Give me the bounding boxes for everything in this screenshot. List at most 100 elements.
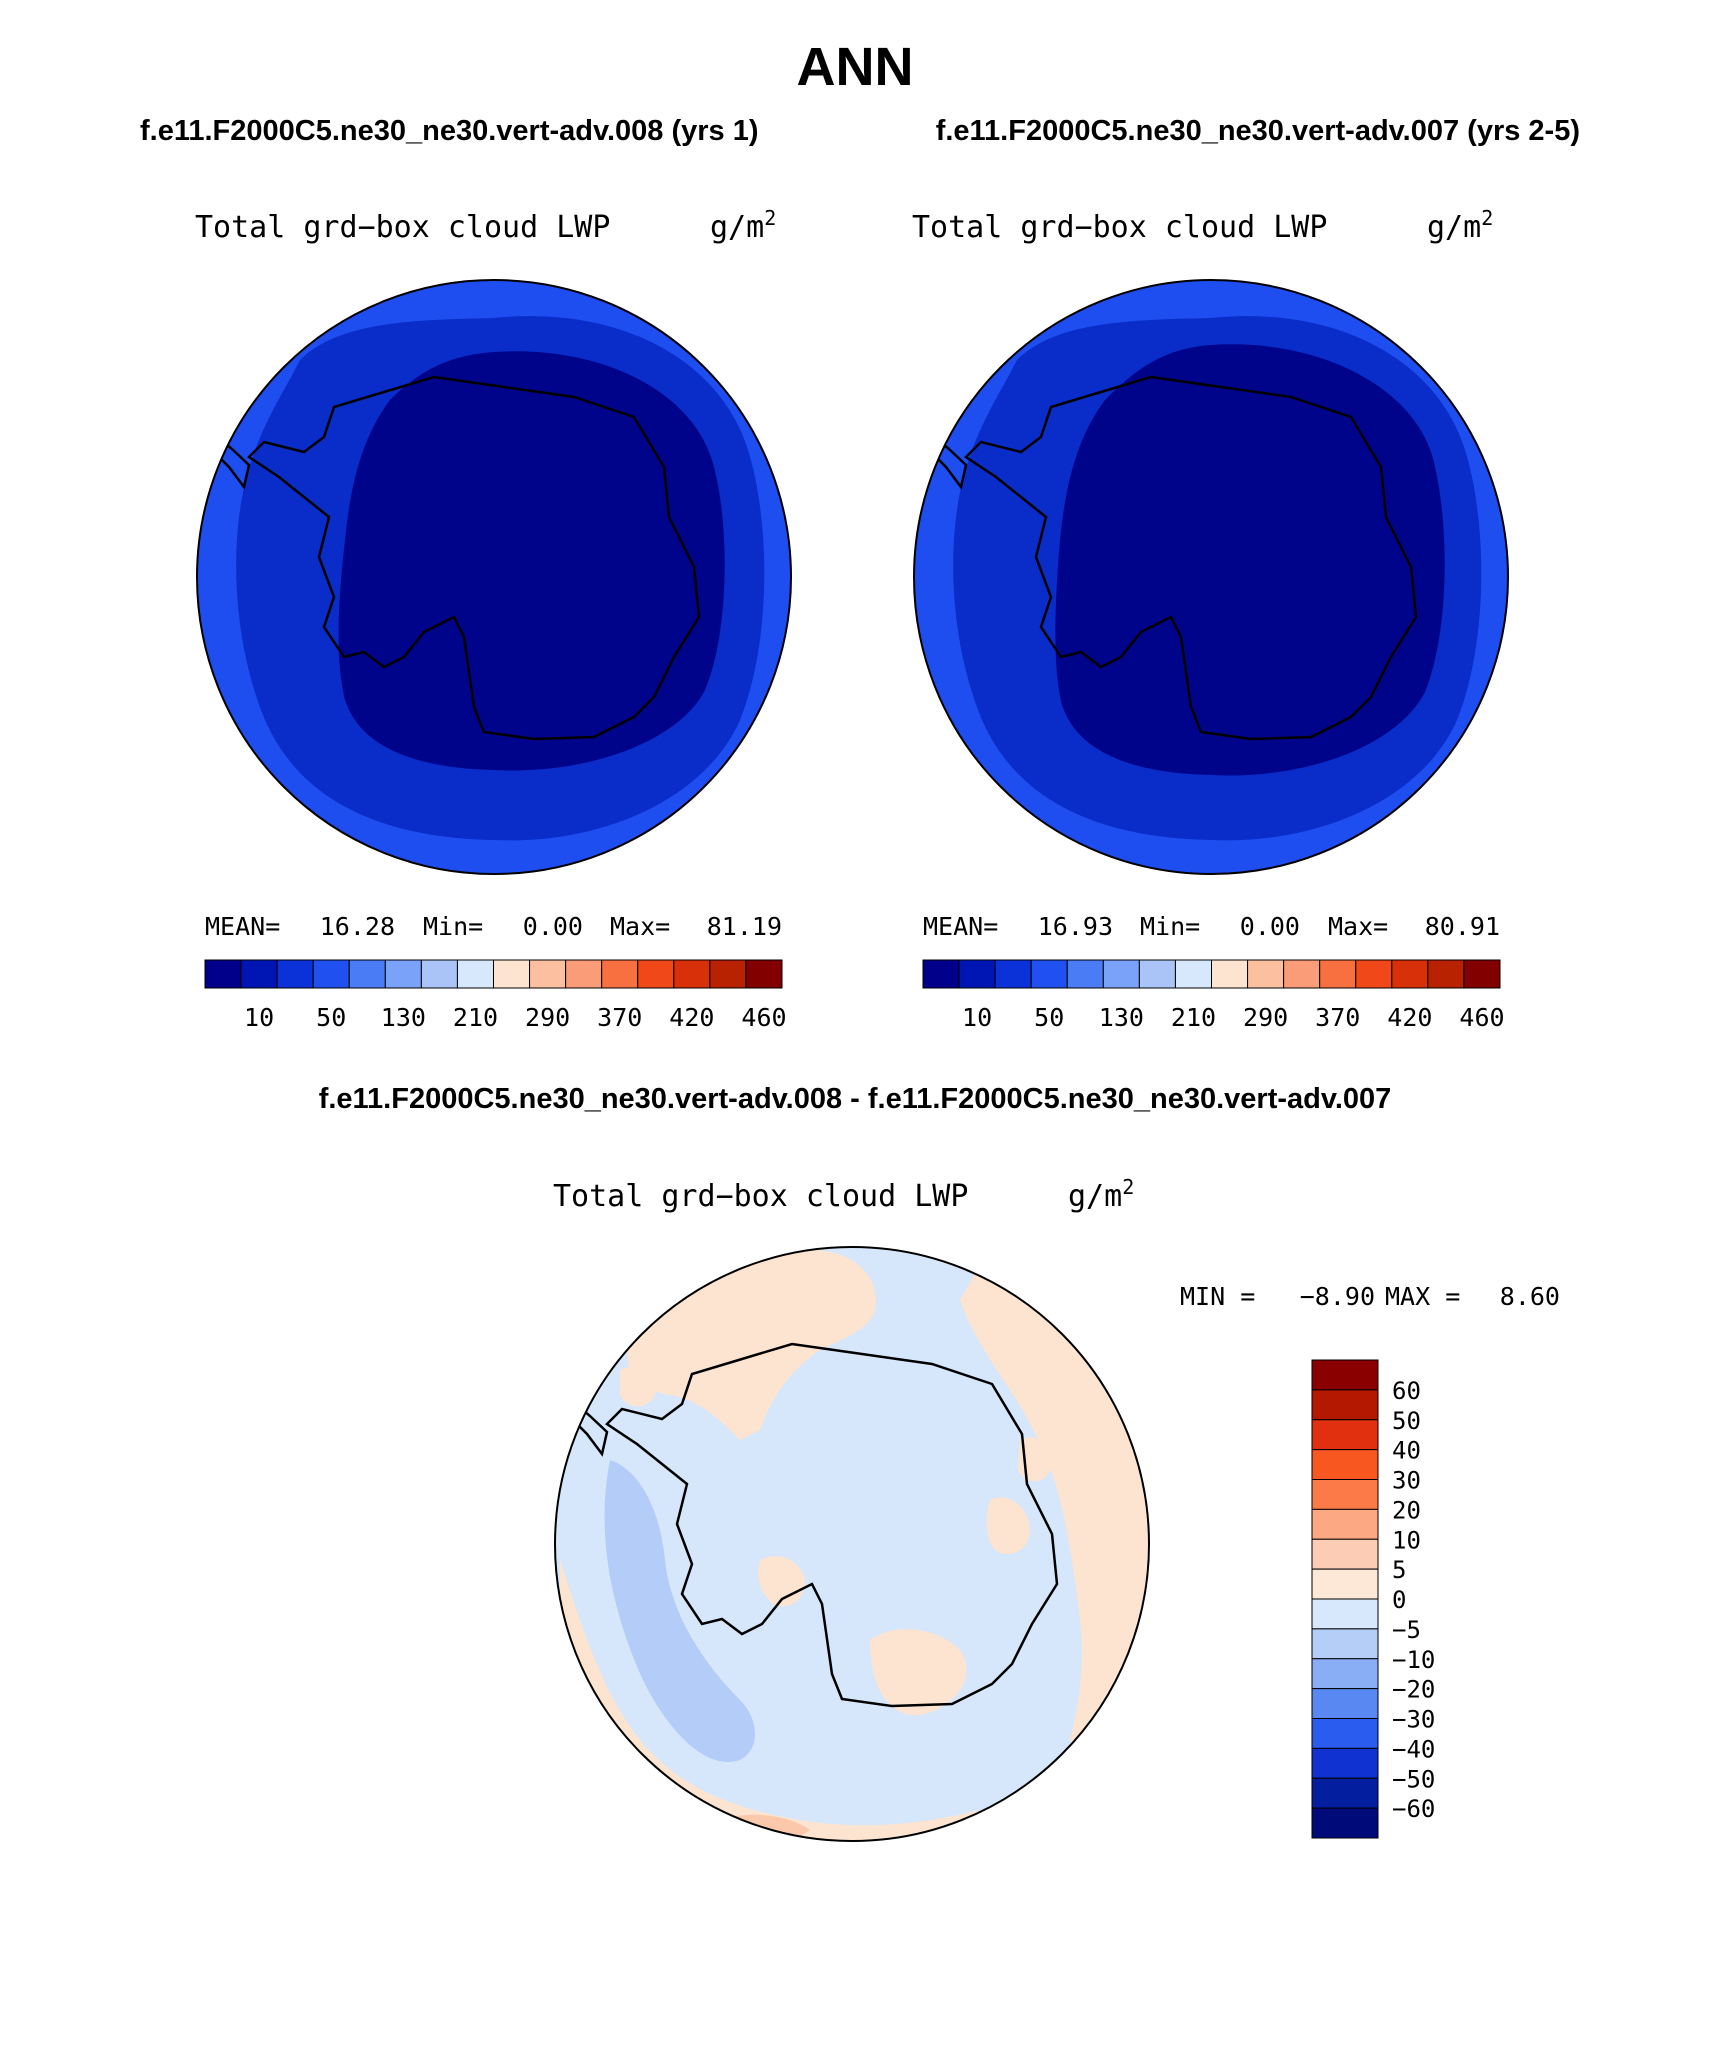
panel-3-colorbar-tick-label: −5 — [1392, 1616, 1421, 1644]
panel-2-colorbar-tick-label: 290 — [1243, 1003, 1288, 1032]
panel-3-colorbar-box — [1311, 1508, 1379, 1540]
panel-2-colorbar-box — [1427, 959, 1465, 989]
panel-3-colorbar-box — [1311, 1389, 1379, 1421]
panel-3-colorbar-tick-label: 50 — [1392, 1407, 1421, 1435]
panel-3-colorbar-tick-label: −20 — [1392, 1676, 1435, 1704]
panel-3-colorbar-tick-label: 10 — [1392, 1526, 1421, 1554]
panel-3-min-label: MIN = — [1180, 1282, 1255, 1311]
panel-2-colorbar-box — [958, 959, 996, 989]
panel-2-colorbar-box — [1102, 959, 1140, 989]
panel-2-colorbar-box — [1355, 959, 1393, 989]
panel-1-field-ring-inner — [338, 351, 725, 771]
panel-3-colorbar-tick-label: 60 — [1392, 1377, 1421, 1405]
panel-1-colorbar-tick-label: 210 — [453, 1003, 498, 1032]
panel-1-colorbar-box — [456, 959, 494, 989]
panel-1-colorbar-box — [709, 959, 747, 989]
panel-3-field-negative-strong — [604, 1460, 755, 1762]
panel-3-map — [555, 1247, 1149, 1841]
panel-3-colorbar-tick-label: −60 — [1392, 1795, 1435, 1823]
panel-3-colorbar-box — [1311, 1479, 1379, 1510]
panel-2-colorbar-box — [1211, 959, 1249, 989]
subtitle-right: f.e11.F2000C5.ne30_ne30.vert-adv.007 (yr… — [936, 115, 1580, 147]
panel-2-colorbar-box — [1066, 959, 1104, 989]
panel-2-colorbar-tick-label: 460 — [1459, 1003, 1504, 1032]
panel-1-mean-label: MEAN= — [205, 912, 280, 941]
panel-3: Total grd−box cloud LWP g/m2 — [553, 1175, 1560, 1842]
panel-1-variable-label: Total grd−box cloud LWP — [195, 210, 610, 245]
panel-2-map-border — [913, 279, 1509, 875]
panel-1-colorbar-tick-label: 420 — [669, 1003, 714, 1032]
panel-3-colorbar-box — [1311, 1777, 1379, 1809]
panel-3-colorbar-box — [1311, 1419, 1379, 1451]
panel-2-colorbar-box — [1463, 959, 1501, 989]
panel-1-colorbar: 10 50 130 210 290 370 420 460 — [204, 959, 787, 1032]
panel-2-colorbar-box — [1030, 959, 1068, 989]
panel-2: Total grd−box cloud LWP g/m2 MEAN= 16.93… — [912, 206, 1509, 1032]
panel-2-mean-label: MEAN= — [923, 912, 998, 941]
panel-3-colorbar-box — [1311, 1747, 1379, 1779]
panel-3-colorbar-box — [1311, 1359, 1379, 1391]
panel-2-stats: MEAN= 16.93 Min= 0.00 Max= 80.91 — [923, 912, 1500, 941]
panel-1-colorbar-box — [420, 959, 458, 989]
panel-3-colorbar-tick-label: −40 — [1392, 1735, 1435, 1763]
panel-2-min-label: Min= — [1140, 912, 1200, 941]
panel-3-colorbar-box — [1311, 1449, 1379, 1480]
panel-3-colorbar-tick-label: 40 — [1392, 1437, 1421, 1465]
panel-3-colorbar-box — [1311, 1807, 1379, 1839]
panel-3-colorbar-box — [1311, 1718, 1379, 1749]
panel-1-colorbar-box — [312, 959, 350, 989]
panel-3-map-border — [554, 1246, 1150, 1842]
panel-1-colorbar-box — [348, 959, 386, 989]
difference-title: f.e11.F2000C5.ne30_ne30.vert-adv.008 - f… — [319, 1083, 1392, 1115]
panel-1-colorbar-tick-label: 130 — [381, 1003, 426, 1032]
figure-title: ANN — [797, 37, 914, 97]
panel-1: Total grd−box cloud LWP g/m2 MEAN= 16.28… — [195, 206, 792, 1032]
panel-3-colorbar-tick-label: −50 — [1392, 1765, 1435, 1793]
panel-3-colorbar-tick-label: 20 — [1392, 1496, 1421, 1524]
panel-3-colorbar-box — [1311, 1658, 1379, 1690]
panel-2-colorbar-box — [1174, 959, 1212, 989]
panel-1-colorbar-box — [529, 959, 567, 989]
panel-3-colorbar-box — [1311, 1538, 1379, 1570]
panel-2-colorbar-box — [994, 959, 1032, 989]
panel-3-colorbar-tick-label: 5 — [1392, 1556, 1406, 1584]
panel-1-mean-value: 16.28 — [320, 912, 395, 941]
panel-1-colorbar-box — [384, 959, 422, 989]
panel-1-colorbar-box — [493, 959, 531, 989]
panel-1-colorbar-tick-label: 370 — [597, 1003, 642, 1032]
panel-2-colorbar-box — [1319, 959, 1357, 989]
panel-1-colorbar-box — [240, 959, 278, 989]
panel-2-colorbar-box — [922, 959, 960, 989]
panel-1-colorbar-box — [745, 959, 783, 989]
panel-1-colorbar-box — [601, 959, 639, 989]
panel-1-map-border — [196, 279, 792, 875]
panel-2-colorbar-tick-label: 370 — [1315, 1003, 1360, 1032]
panel-1-colorbar-tick-label: 290 — [525, 1003, 570, 1032]
panel-2-colorbar-tick-label: 210 — [1171, 1003, 1216, 1032]
panel-3-units-label: g/m2 — [1068, 1175, 1134, 1214]
panel-3-min-value: −8.90 — [1300, 1282, 1375, 1311]
panel-2-max-value: 80.91 — [1425, 912, 1500, 941]
panel-1-max-value: 81.19 — [707, 912, 782, 941]
panel-2-min-value: 0.00 — [1240, 912, 1300, 941]
panel-3-max-value: 8.60 — [1500, 1282, 1560, 1311]
panel-3-colorbar-box — [1311, 1598, 1379, 1630]
panel-3-variable-label: Total grd−box cloud LWP — [553, 1179, 968, 1214]
panel-2-colorbar: 10 50 130 210 290 370 420 460 — [922, 959, 1505, 1032]
panel-1-colorbar-box — [673, 959, 711, 989]
panel-2-colorbar-box — [1391, 959, 1429, 989]
panel-1-map — [197, 280, 791, 874]
panel-1-units-label: g/m2 — [710, 206, 776, 245]
panel-2-colorbar-tick-label: 50 — [1034, 1003, 1064, 1032]
panel-3-colorbar-tick-label: −30 — [1392, 1706, 1435, 1734]
panel-1-colorbar-tick-label: 460 — [741, 1003, 786, 1032]
panel-3-colorbar-box — [1311, 1628, 1379, 1660]
panel-1-colorbar-tick-label: 10 — [244, 1003, 274, 1032]
panel-2-max-label: Max= — [1328, 912, 1388, 941]
panel-1-colorbar-tick-label: 50 — [316, 1003, 346, 1032]
panel-2-colorbar-tick-label: 420 — [1387, 1003, 1432, 1032]
panel-3-stats: MIN = −8.90 MAX = 8.60 — [1180, 1282, 1560, 1311]
panel-3-colorbar-box — [1311, 1688, 1379, 1719]
